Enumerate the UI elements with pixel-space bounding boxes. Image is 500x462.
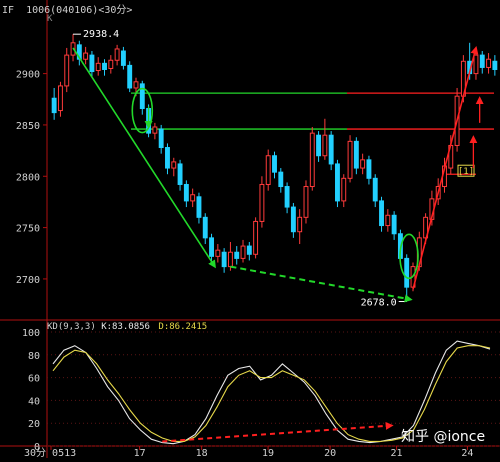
time-tick-label: 24 — [461, 448, 473, 458]
candle-up — [65, 55, 69, 86]
candle-down — [317, 135, 321, 156]
candle-down — [121, 51, 125, 65]
divergence-arrow-green — [230, 267, 410, 300]
candle-up — [109, 60, 113, 68]
candle-down — [480, 55, 484, 67]
d-value-label: D:86.2415 — [158, 322, 207, 332]
candle-up — [487, 59, 491, 67]
candle-down — [197, 197, 201, 218]
candle-up — [191, 195, 195, 201]
candle-up — [172, 162, 176, 168]
kd-tick-label: 60 — [28, 374, 40, 385]
price-tick-label: 2800 — [16, 172, 40, 183]
candle-up — [310, 133, 314, 186]
candle-down — [380, 201, 384, 226]
kd-tick-label: 20 — [28, 419, 40, 430]
candle-down — [493, 61, 497, 69]
k-value-label: K:83.0856 — [101, 322, 150, 332]
candle-up — [298, 217, 302, 231]
candle-down — [210, 238, 214, 256]
candle-up — [134, 82, 138, 88]
downtrend-arrow — [73, 48, 215, 267]
candle-up — [241, 246, 245, 258]
kd-tick-label: 80 — [28, 351, 40, 362]
candle-up — [342, 178, 346, 201]
time-tick-label: 18 — [196, 448, 208, 458]
time-tick-label: 17 — [134, 448, 146, 458]
indicator-header: KD(9,3,3) K:83.0856 D:86.2415 — [47, 322, 207, 332]
candle-up — [304, 187, 308, 218]
candle-up — [228, 252, 232, 266]
candle-down — [235, 252, 239, 258]
price-tick-label: 2750 — [16, 224, 40, 235]
candle-up — [84, 53, 88, 59]
time-tick-label: 30分 0513 — [24, 447, 76, 458]
candle-up — [254, 221, 258, 254]
candle-down — [52, 98, 56, 112]
candle-down — [90, 55, 94, 71]
contract-label: 1006(040106)<30分> — [26, 5, 132, 16]
candle-up — [58, 86, 62, 111]
candle-down — [159, 129, 163, 147]
watermark: 知乎 @ionce — [401, 426, 485, 446]
candle-down — [373, 178, 377, 201]
candle-down — [329, 135, 333, 164]
candle-up — [260, 184, 264, 221]
candle-up — [386, 215, 390, 225]
candle-down — [128, 65, 132, 88]
candle-down — [367, 160, 371, 178]
candle-up — [361, 160, 365, 168]
low-label: 2678.0 — [361, 298, 397, 309]
candle-down — [354, 141, 358, 168]
time-tick-label: 19 — [262, 448, 274, 458]
candle-down — [140, 84, 144, 109]
candle-down — [273, 156, 277, 172]
kd-tick-label: 40 — [28, 396, 40, 407]
candle-down — [279, 172, 283, 186]
candle-up — [474, 55, 478, 73]
candle-down — [103, 63, 107, 69]
candle-up — [153, 127, 157, 133]
price-tick-label: 2850 — [16, 121, 40, 132]
candle-down — [392, 215, 396, 233]
high-label: 2938.4 — [83, 29, 119, 40]
candle-down — [166, 148, 170, 169]
price-tick-label: 2900 — [16, 70, 40, 81]
candle-up — [96, 63, 100, 70]
candle-up — [216, 250, 220, 256]
candle-down — [178, 164, 182, 185]
corner-mark: K — [47, 14, 52, 24]
price-tick-label: 2700 — [16, 275, 40, 286]
time-tick-label: 21 — [391, 448, 403, 458]
symbol-label: IF — [2, 5, 14, 16]
level-tag-label: [1] — [458, 167, 474, 177]
candle-down — [291, 207, 295, 232]
candle-up — [115, 49, 119, 60]
time-tick-label: 20 — [324, 448, 336, 458]
candle-down — [405, 258, 409, 287]
candle-up — [266, 156, 270, 185]
candle-down — [203, 217, 207, 238]
kd-tick-label: 100 — [22, 328, 40, 339]
candle-down — [285, 187, 289, 208]
indicator-name: KD(9,3,3) — [47, 322, 96, 332]
candle-up — [323, 135, 327, 156]
candle-up — [348, 141, 352, 178]
candle-down — [247, 246, 251, 254]
candle-down — [222, 252, 226, 266]
candle-down — [336, 164, 340, 201]
chart-symbol: IF 1006(040106)<30分> — [2, 1, 132, 16]
candle-down — [184, 184, 188, 200]
